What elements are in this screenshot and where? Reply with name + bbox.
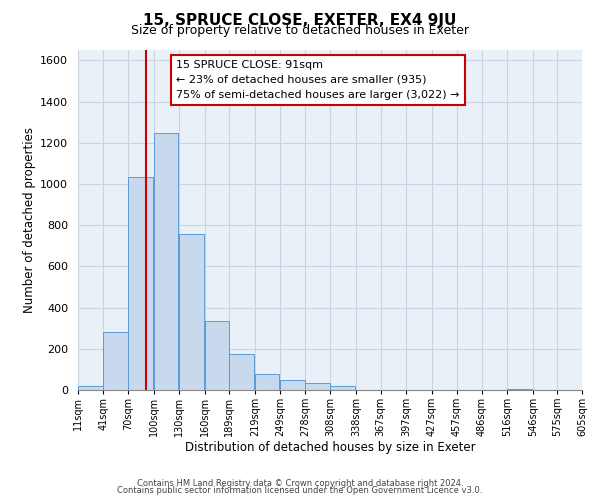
Text: Contains public sector information licensed under the Open Government Licence v3: Contains public sector information licen… bbox=[118, 486, 482, 495]
Bar bbox=[179, 234, 204, 390]
Y-axis label: Number of detached properties: Number of detached properties bbox=[23, 127, 36, 313]
Bar bbox=[255, 374, 280, 390]
Bar bbox=[507, 389, 532, 390]
Text: Size of property relative to detached houses in Exeter: Size of property relative to detached ho… bbox=[131, 24, 469, 37]
Bar bbox=[305, 383, 329, 390]
Bar bbox=[229, 354, 254, 390]
Text: 15, SPRUCE CLOSE, EXETER, EX4 9JU: 15, SPRUCE CLOSE, EXETER, EX4 9JU bbox=[143, 12, 457, 28]
Bar bbox=[205, 321, 229, 390]
Bar bbox=[154, 134, 178, 390]
X-axis label: Distribution of detached houses by size in Exeter: Distribution of detached houses by size … bbox=[185, 440, 475, 454]
Text: Contains HM Land Registry data © Crown copyright and database right 2024.: Contains HM Land Registry data © Crown c… bbox=[137, 478, 463, 488]
Bar bbox=[103, 332, 128, 390]
Bar bbox=[128, 176, 153, 390]
Bar bbox=[280, 380, 305, 390]
Bar bbox=[331, 386, 355, 390]
Bar bbox=[78, 386, 103, 390]
Text: 15 SPRUCE CLOSE: 91sqm
← 23% of detached houses are smaller (935)
75% of semi-de: 15 SPRUCE CLOSE: 91sqm ← 23% of detached… bbox=[176, 60, 460, 100]
